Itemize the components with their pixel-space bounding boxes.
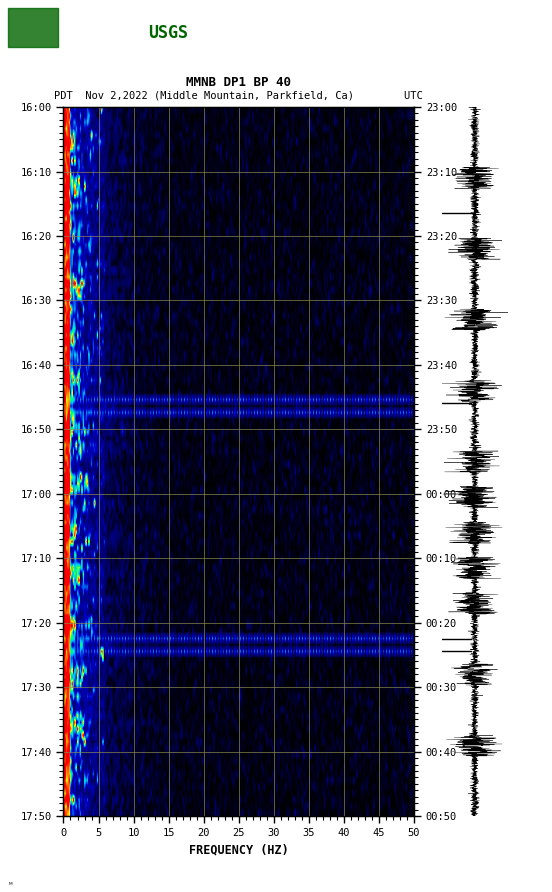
Text: PDT  Nov 2,2022 (Middle Mountain, Parkfield, Ca)        UTC: PDT Nov 2,2022 (Middle Mountain, Parkfie… xyxy=(54,91,423,101)
Text: MMNB DP1 BP 40: MMNB DP1 BP 40 xyxy=(186,76,291,89)
Text: ᴹ: ᴹ xyxy=(8,883,12,889)
X-axis label: FREQUENCY (HZ): FREQUENCY (HZ) xyxy=(189,844,289,856)
Text: USGS: USGS xyxy=(148,23,188,42)
